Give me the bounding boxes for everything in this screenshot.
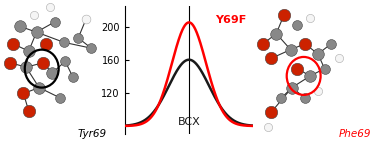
Point <box>36 86 42 89</box>
Point <box>57 97 63 99</box>
Point <box>302 43 308 45</box>
Point <box>315 53 321 55</box>
Point <box>273 32 279 35</box>
Point <box>34 31 40 33</box>
Point <box>294 67 300 70</box>
Text: Tyr69: Tyr69 <box>78 129 107 139</box>
Point <box>279 97 285 99</box>
Point <box>322 67 328 70</box>
Point <box>265 126 271 128</box>
Point <box>17 25 23 27</box>
Point <box>294 24 300 26</box>
Point <box>260 43 266 45</box>
Text: Phe69: Phe69 <box>339 129 372 139</box>
Point <box>49 72 55 74</box>
Point <box>281 13 287 16</box>
Point <box>289 86 295 89</box>
Point <box>26 50 32 52</box>
Point <box>88 47 94 49</box>
Point <box>46 6 53 8</box>
Point <box>8 62 14 64</box>
Point <box>302 97 308 99</box>
Point <box>307 16 313 19</box>
Point <box>70 76 76 79</box>
Point <box>40 62 46 64</box>
Text: BCX: BCX <box>178 117 200 127</box>
Point <box>10 43 16 45</box>
Point <box>307 75 313 77</box>
Point <box>83 18 89 20</box>
Point <box>315 89 321 92</box>
Point <box>75 37 81 39</box>
Point <box>26 110 32 112</box>
Point <box>43 43 49 45</box>
Point <box>61 41 67 44</box>
Point <box>20 92 26 95</box>
Point <box>328 43 334 45</box>
Point <box>52 21 58 23</box>
Text: Y69F: Y69F <box>215 15 246 25</box>
Point <box>268 111 274 114</box>
Point <box>62 60 68 62</box>
Point <box>31 13 37 16</box>
Point <box>268 57 274 60</box>
Point <box>336 57 342 60</box>
Point <box>288 48 294 51</box>
Point <box>23 66 29 68</box>
